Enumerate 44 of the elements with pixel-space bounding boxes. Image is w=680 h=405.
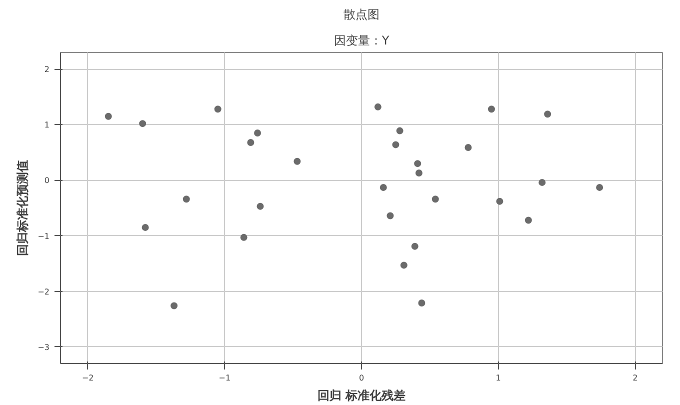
point — [380, 184, 387, 191]
point — [415, 170, 422, 177]
point — [538, 178, 546, 186]
point — [400, 262, 408, 269]
point — [418, 299, 426, 306]
point — [464, 144, 472, 151]
x-tick-label: −2 — [82, 374, 94, 382]
point — [214, 106, 222, 113]
x-axis-title: 回归 标准化残差 — [317, 388, 406, 402]
point — [170, 302, 178, 310]
point — [294, 158, 301, 165]
y-tick-label: 1 — [44, 120, 50, 130]
point — [411, 242, 418, 250]
point — [374, 103, 382, 110]
point — [524, 216, 532, 224]
point — [386, 212, 394, 220]
point — [544, 110, 552, 118]
point — [396, 127, 404, 134]
y-tick-label: 2 — [44, 65, 50, 74]
point — [254, 130, 262, 137]
x-tick-label: 0 — [358, 374, 364, 382]
y-tick-label: 0 — [44, 176, 50, 186]
y-tick-label: −3 — [38, 342, 50, 352]
point — [139, 120, 146, 128]
chart-subtitle: 因变量：Y — [334, 34, 390, 48]
x-tick-label: 1 — [496, 374, 501, 382]
point — [432, 196, 439, 203]
x-tick-label: −1 — [218, 374, 231, 382]
y-tick-label: −1 — [38, 232, 50, 241]
point — [596, 184, 604, 191]
point — [247, 138, 254, 146]
point — [414, 160, 422, 168]
point — [488, 106, 495, 113]
x-tick-label: 2 — [632, 374, 638, 382]
point — [142, 224, 149, 231]
point — [496, 198, 504, 205]
y-tick-label: −2 — [38, 287, 50, 296]
y-axis-title: 回归标准化预测值 — [16, 160, 30, 256]
point — [104, 112, 112, 120]
point — [240, 234, 248, 241]
point — [256, 202, 264, 210]
point — [182, 196, 190, 203]
chart-title: 散点图 — [344, 8, 380, 22]
point — [392, 141, 400, 148]
